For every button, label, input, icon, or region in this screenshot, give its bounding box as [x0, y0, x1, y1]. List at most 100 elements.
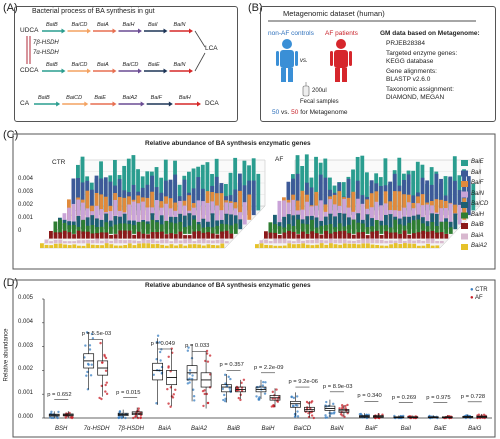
sample-tube: [302, 85, 310, 97]
data-point-ctr: [188, 369, 192, 372]
data-point-af: [132, 416, 135, 420]
ctr-3d-bar: [173, 223, 178, 234]
ctr-3d-bar: [117, 197, 122, 220]
ctr-3d-bar: [123, 240, 127, 244]
y-tick-label: 0.003: [18, 342, 34, 349]
af-3d-bar: [379, 239, 384, 244]
pathway-arrowhead: [140, 101, 145, 107]
ctr-3d-bar: [187, 225, 192, 234]
af-3d-bar: [384, 231, 389, 239]
ctr-3d-bar: [104, 222, 109, 234]
ctr-3d-bar: [178, 231, 183, 239]
af-3d-bar: [291, 215, 296, 230]
ctr-3d-bar: [58, 239, 63, 244]
panel-a-frame: [14, 6, 238, 122]
af-3d-bar: [282, 232, 287, 239]
af-3d-bar: [370, 244, 375, 248]
af-3d-bar: [324, 230, 328, 239]
data-point-af: [206, 360, 210, 363]
data-point-af: [339, 413, 343, 416]
af-3d-bar: [268, 241, 273, 244]
ctr-3d-bar: [178, 240, 183, 244]
af-3d-bar: [425, 226, 430, 234]
pathway-arrowhead: [138, 68, 142, 74]
ctr-3d-bar: [67, 245, 72, 248]
pathway-arrowhead: [163, 28, 168, 34]
af-3d-bar: [453, 204, 457, 220]
ctr-3d-bar: [229, 214, 233, 230]
ctr-3d-bar: [81, 245, 86, 248]
ctr-3d-bar: [183, 227, 187, 234]
ctr-3d-bar: [146, 243, 151, 248]
legend-label-baih: BaiH: [471, 211, 485, 218]
x-tick-label: BaiI: [400, 426, 412, 432]
af-3d-bar: [333, 216, 337, 230]
data-point-ctr: [190, 377, 194, 381]
af-3d-bar: [291, 231, 296, 239]
vs-label: vs.: [300, 58, 308, 64]
af-3d-bar: [370, 218, 374, 230]
ctr-3d-bar: [191, 188, 196, 216]
data-point-ctr: [156, 334, 160, 337]
af-3d-bar: [319, 200, 323, 225]
af-3d-bar: [319, 243, 324, 248]
gm-detail-line: Gene alignments:: [386, 68, 437, 75]
x-tick-label: BaiA2: [191, 426, 208, 432]
af-3d-bar: [291, 226, 296, 234]
af-3d-bar: [278, 238, 282, 244]
ctr-3d-bar: [40, 243, 44, 248]
af-3d-bar: [333, 244, 338, 248]
data-point-ctr: [332, 402, 335, 406]
data-point-af: [104, 369, 108, 372]
panel-a-title: Bacterial process of BA synthesis in gut: [32, 8, 155, 15]
af-3d-bar: [407, 234, 412, 239]
p-value-label: p = 0.015: [116, 389, 141, 396]
ctr-3d-bar: [155, 222, 160, 234]
data-point-ctr: [324, 416, 327, 419]
ctr-3d-bar: [76, 199, 81, 225]
af-3d-bar: [370, 231, 375, 239]
af-3d-bar: [397, 191, 402, 220]
af-3d-bar: [264, 231, 268, 239]
enzyme-gene-label: BaiE: [94, 95, 106, 101]
ctr-3d-bar: [49, 230, 53, 239]
gm-detail-line: Taxonomic assignment:: [386, 86, 454, 93]
af-3d-bar: [337, 191, 342, 220]
ctr-3d-bar: [113, 239, 118, 244]
af-3d-bar: [342, 213, 347, 230]
af-3d-bar: [295, 200, 300, 220]
af-person-arm: [349, 51, 352, 66]
legend-label-baif: BaiF: [471, 180, 484, 186]
ctr-3d-bar: [188, 244, 192, 248]
data-point-ctr: [256, 386, 259, 389]
af-3d-bar: [421, 223, 425, 234]
af-3d-bar: [347, 243, 352, 248]
data-point-af: [134, 415, 137, 419]
af-3d-bar: [346, 178, 351, 216]
ctr-3d-bar: [201, 232, 206, 239]
enzyme-7b-hsdh: 7β-HSDH: [33, 40, 59, 46]
af-3d-bar: [333, 227, 338, 234]
panel-c-ytick: 0.002: [18, 202, 34, 208]
af-3d-bar: [425, 221, 430, 230]
ctr-3d-bar: [86, 231, 90, 239]
ctr-3d-bar: [168, 179, 173, 216]
ctr-3d-bar: [210, 213, 215, 230]
pathway-arrowhead: [163, 68, 168, 74]
data-point-ctr: [86, 370, 89, 374]
af-3d-bar: [398, 239, 403, 244]
data-point-ctr: [155, 402, 158, 405]
af-3d-bar: [305, 244, 310, 248]
pathway-arrowhead: [189, 28, 193, 34]
data-point-af: [341, 405, 344, 409]
data-point-ctr: [290, 395, 293, 398]
x-tick-label: BaiH: [261, 426, 275, 432]
af-3d-bar: [301, 240, 305, 244]
data-point-ctr: [227, 375, 230, 379]
ctr-3d-bar: [155, 240, 160, 244]
ctr-3d-bar: [242, 202, 247, 225]
af-3d-bar: [292, 244, 296, 248]
ctr-3d-bar: [211, 240, 215, 244]
ctr-3d-bar: [233, 223, 238, 234]
pathway-arrowhead: [138, 28, 142, 34]
